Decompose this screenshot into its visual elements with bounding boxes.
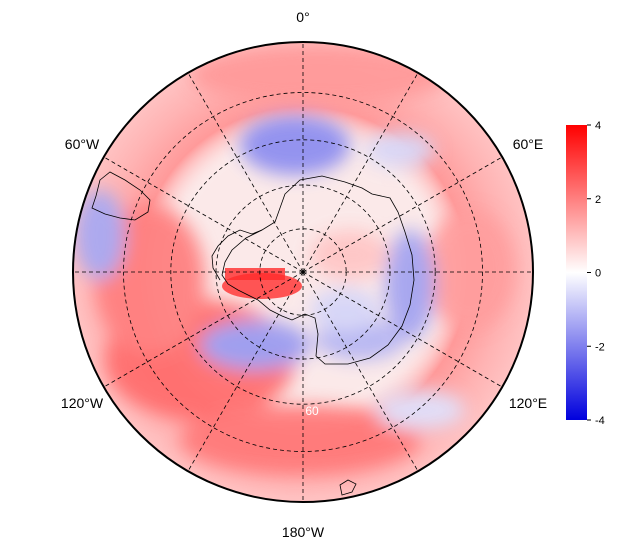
- south-america-coastline: [91, 171, 151, 221]
- meridian-label-60e: 60°E: [513, 136, 544, 152]
- meridian-line-120: [302, 271, 503, 388]
- colorbar-ticks: 4 2 0 -2 -4: [587, 120, 605, 427]
- colorbar-gradient: [566, 125, 587, 420]
- colorbar-tick-label: -4: [595, 415, 605, 427]
- anomaly-region-interior-neg: [310, 288, 380, 332]
- anomaly-region-ross-neg: [200, 320, 310, 370]
- meridian-line-210: [187, 271, 304, 472]
- anomaly-region-interior-pos: [310, 230, 390, 280]
- colorbar-tick-label: 0: [595, 268, 601, 280]
- new-zealand-coastline: [339, 479, 357, 496]
- colorbar-tick-label: 4: [595, 120, 601, 132]
- anomaly-field: [73, 42, 533, 502]
- anomaly-region-south-east-neg: [375, 390, 465, 430]
- peninsula-coastline: [211, 229, 263, 281]
- latitude-ring-label: 60: [305, 404, 319, 418]
- meridian-line-30: [302, 72, 419, 273]
- meridian-line-240: [103, 271, 304, 388]
- meridian-line-150: [302, 271, 419, 472]
- map-frame: [72, 41, 534, 503]
- meridian-label-180w: 180°W: [282, 524, 325, 540]
- meridian-label-120w: 120°W: [61, 395, 104, 411]
- anomaly-region-south-pos: [180, 405, 420, 475]
- anomaly-region-north-east-neg: [365, 132, 435, 168]
- meridian-label-120e: 120°E: [509, 395, 547, 411]
- anomaly-region-east-ring-neg: [385, 230, 435, 340]
- meridian-line-300: [103, 156, 304, 273]
- meridian-label-60w: 60°W: [65, 136, 100, 152]
- anomaly-region-west-neg: [75, 190, 125, 280]
- antarctica-coastline: [221, 175, 415, 365]
- colorbar-tick-label: -2: [595, 341, 605, 353]
- anomaly-region-north-pos: [190, 45, 450, 105]
- colorbar: 4 2 0 -2 -4: [566, 120, 605, 427]
- meridian-line-60: [302, 156, 503, 273]
- meridian-line-330: [187, 72, 304, 273]
- latitude-ring-50s: [123, 92, 483, 452]
- graticule: [73, 42, 533, 502]
- colorbar-tick-label: 2: [595, 194, 601, 206]
- anomaly-region-indian-pos: [425, 210, 515, 330]
- coastlines: [91, 171, 415, 496]
- latitude-ring-60s: [170, 139, 436, 405]
- anomaly-region-atlantic-neg: [240, 115, 350, 175]
- meridian-label-0: 0°: [296, 9, 309, 25]
